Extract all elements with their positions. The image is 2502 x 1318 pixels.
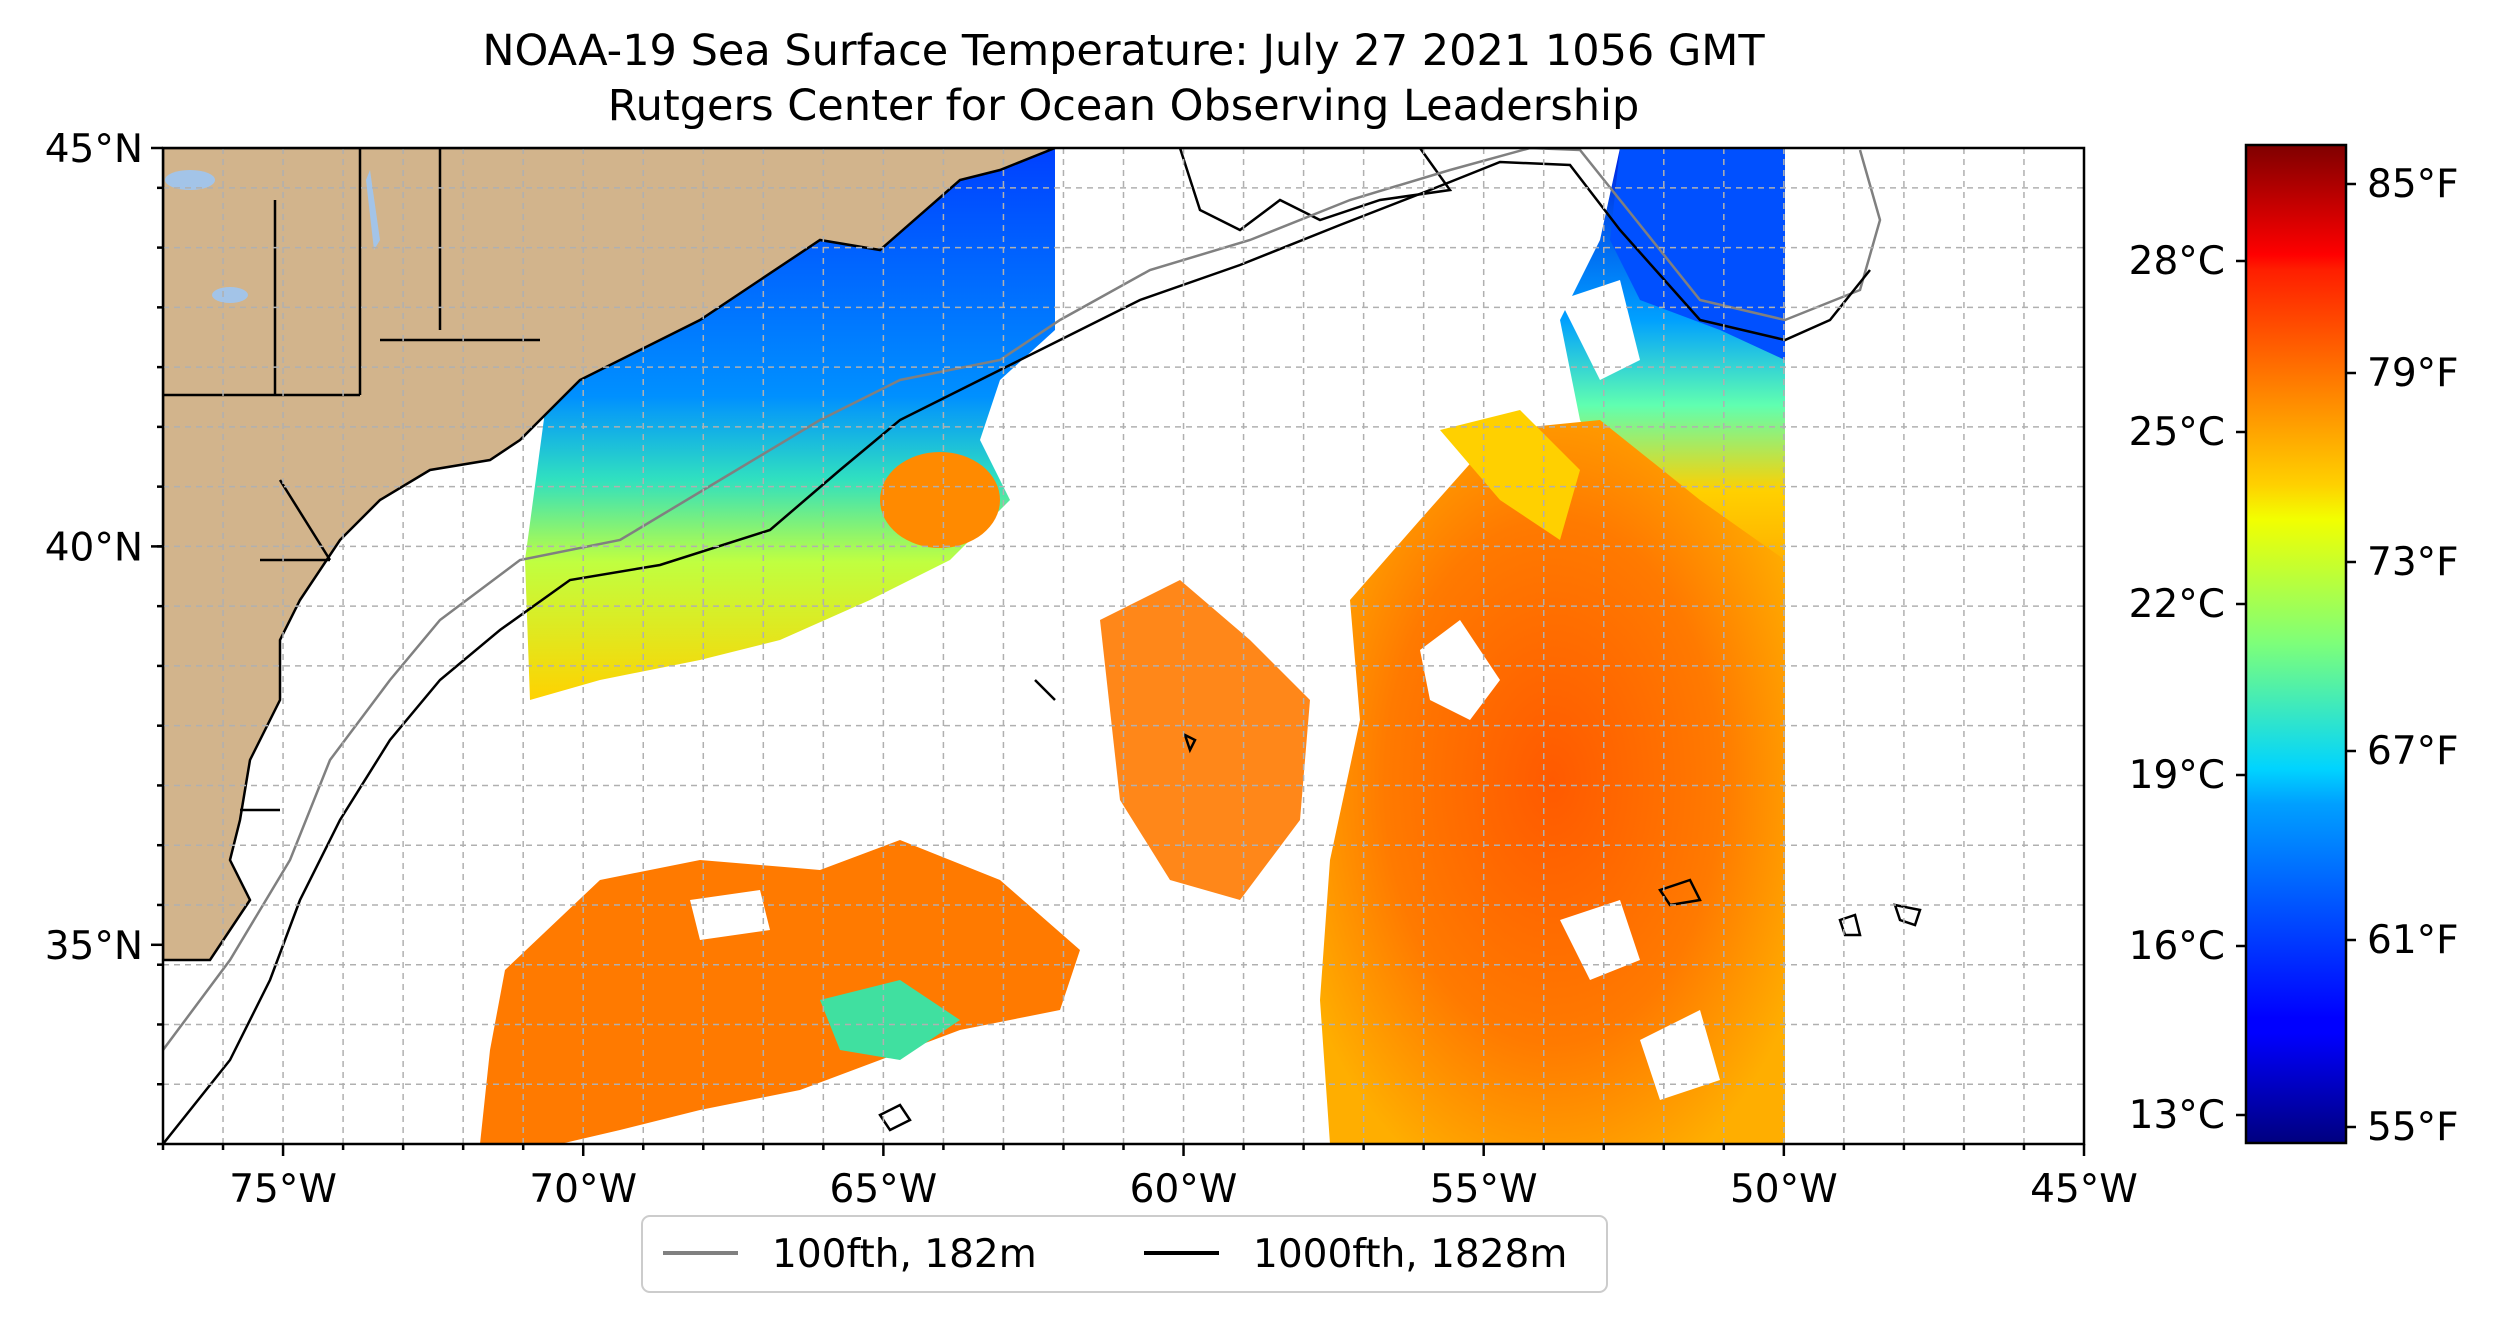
title-line-1: NOAA-19 Sea Surface Temperature: July 27… — [482, 26, 1765, 76]
cloud-gap-1 — [1420, 620, 1500, 720]
cbar-c-13: 13°C — [2129, 1093, 2225, 1138]
legend-box — [641, 1215, 1608, 1293]
lake-champlain — [366, 170, 380, 250]
lake-2 — [212, 287, 248, 303]
lon-tick-label: 70°W — [529, 1167, 637, 1212]
cbar-c-25: 25°C — [2129, 410, 2225, 455]
gridlines — [163, 148, 2084, 1144]
latitude-axis: 45°N 40°N 35°N — [45, 127, 163, 1146]
seamount-6 — [1034, 679, 1056, 701]
cloud-gap-2 — [1560, 900, 1640, 980]
sst-patch-central — [1100, 580, 1310, 900]
seamount-2 — [1658, 878, 1702, 907]
sst-warm-streaks — [1440, 410, 1580, 540]
lat-tick-label: 35°N — [45, 924, 143, 969]
state-borders — [163, 148, 540, 812]
contour-1000fth — [163, 160, 1871, 1144]
lon-tick-label: 55°W — [1430, 1167, 1538, 1212]
colorbar: 28°C 25°C 22°C 19°C 16°C 13°C 85°F 79°F … — [2129, 143, 2459, 1150]
sst-swath-southwest-cool — [820, 980, 960, 1060]
cbar-c-19: 19°C — [2129, 753, 2225, 798]
map-title: NOAA-19 Sea Surface Temperature: July 27… — [163, 24, 2084, 134]
lake-1 — [165, 170, 215, 190]
cbar-c-28: 28°C — [2129, 239, 2225, 284]
colorbar-fahrenheit-ticks — [2346, 182, 2356, 1129]
cloud-gap-4 — [690, 890, 770, 940]
legend-label-1000fth: 1000fth, 1828m — [1253, 1232, 1567, 1277]
sst-warm-eddy — [880, 452, 1000, 548]
cbar-f-55: 55°F — [2367, 1105, 2459, 1150]
cloud-gap-5 — [1560, 280, 1640, 380]
map-panel — [163, 148, 2084, 1144]
sst-warm-region-east — [1320, 420, 1785, 1144]
cbar-f-85: 85°F — [2367, 162, 2459, 207]
lon-tick-label: 50°W — [1730, 1167, 1838, 1212]
contour-100fth — [163, 148, 1882, 1051]
lon-tick-label: 60°W — [1130, 1167, 1238, 1212]
cloud-gap-3 — [1640, 1010, 1720, 1100]
sst-swath-southwest — [480, 840, 1080, 1144]
colorbar-celsius-ticks — [2236, 259, 2246, 1117]
nova-scotia — [1178, 148, 1453, 232]
legend-label-100fth: 100fth, 182m — [772, 1232, 1037, 1277]
lat-tick-label: 45°N — [45, 127, 143, 172]
cbar-f-79: 79°F — [2367, 351, 2459, 396]
lon-tick-label: 75°W — [229, 1167, 337, 1212]
legend: 100fth, 182m 1000fth, 1828m — [641, 1215, 1608, 1293]
lon-tick-label: 65°W — [830, 1167, 938, 1212]
colorbar-gradient — [2244, 143, 2348, 1145]
cbar-f-61: 61°F — [2367, 918, 2459, 963]
lon-tick-label: 45°W — [2030, 1167, 2138, 1212]
cbar-c-16: 16°C — [2129, 924, 2225, 969]
cbar-f-73: 73°F — [2367, 540, 2459, 585]
seamount-1 — [878, 1103, 912, 1132]
cbar-c-22: 22°C — [2129, 582, 2225, 627]
longitude-axis: 75°W 70°W 65°W 60°W 55°W 50°W 45°W — [161, 1144, 2138, 1212]
seamount-4 — [1893, 903, 1922, 927]
sst-data-layer — [480, 148, 1785, 1144]
seamount-5 — [1182, 732, 1197, 754]
cbar-f-67: 67°F — [2367, 729, 2459, 774]
lat-tick-label: 40°N — [45, 525, 143, 570]
title-line-2: Rutgers Center for Ocean Observing Leade… — [607, 81, 1640, 131]
